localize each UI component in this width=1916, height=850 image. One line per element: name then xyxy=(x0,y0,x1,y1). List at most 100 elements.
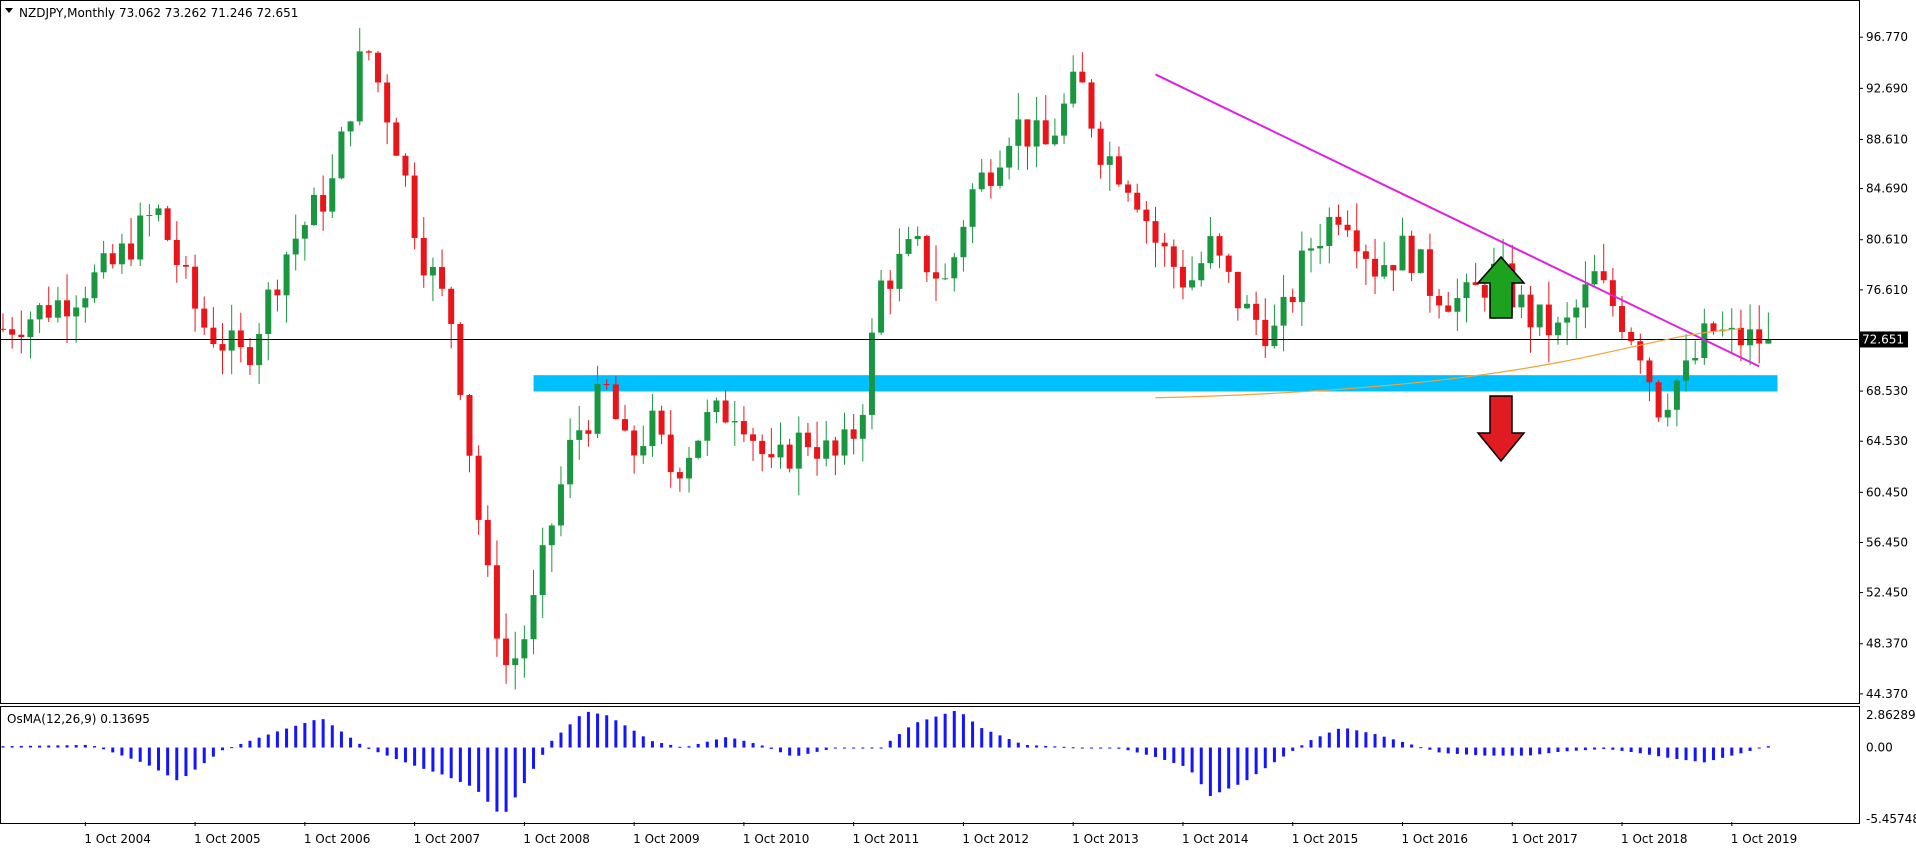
osma-bar xyxy=(156,747,160,771)
main-pane-frame xyxy=(0,0,1860,704)
candle-bull xyxy=(36,305,43,320)
osma-bar xyxy=(1254,747,1258,775)
osma-bar xyxy=(102,747,106,750)
candle-bull xyxy=(539,545,546,596)
osma-bar xyxy=(1455,747,1459,754)
osma-bar xyxy=(1117,747,1121,749)
symbol-label: NZDJPY,Monthly xyxy=(19,6,115,20)
candle-bull xyxy=(713,400,720,413)
osma-bar xyxy=(1547,747,1551,754)
candle-bull xyxy=(1518,294,1525,308)
osma-bar xyxy=(678,746,682,748)
candle-bull xyxy=(1582,284,1589,308)
osma-bar xyxy=(230,747,234,749)
candle-bull xyxy=(530,595,537,640)
candle-bear xyxy=(219,344,226,351)
candle-bull xyxy=(1463,282,1470,299)
candle-bear xyxy=(1161,242,1168,247)
candle-bull xyxy=(823,440,830,459)
candle-bull xyxy=(868,332,875,415)
current-price-tag-text: 72.651 xyxy=(1862,332,1904,346)
candle-bear xyxy=(45,305,52,318)
osma-bar xyxy=(74,745,78,748)
osma-bar xyxy=(596,713,600,748)
osma-tick-label: -5.45748 xyxy=(1866,812,1916,826)
candle-bear xyxy=(1125,184,1132,193)
candle-bear xyxy=(658,410,665,435)
time-tick-label: 1 Oct 2010 xyxy=(743,832,810,846)
osma-bar xyxy=(1638,747,1642,754)
candle-bear xyxy=(1143,209,1150,222)
candle-bull xyxy=(777,444,784,458)
osma-bar xyxy=(1492,747,1496,756)
candle-bear xyxy=(466,394,473,456)
candle-bear xyxy=(1353,230,1360,252)
osma-bar xyxy=(1300,745,1304,748)
candle-bull xyxy=(731,421,738,423)
candle-bear xyxy=(676,472,683,479)
candle-bull xyxy=(1536,304,1543,328)
candle-bull xyxy=(1271,325,1278,347)
price-axis: 96.770 92.690 88.610 84.690 80.610 76.610 68.5… xyxy=(1859,30,1908,701)
osma-bar xyxy=(724,737,728,748)
osma-bar xyxy=(1236,747,1240,785)
osma-bar xyxy=(632,730,636,748)
arrow-down-icon xyxy=(1476,395,1526,463)
osma-bar xyxy=(1593,747,1597,750)
osma-bar xyxy=(1410,744,1414,748)
candle-bear xyxy=(1362,251,1369,259)
osma-bar xyxy=(1144,747,1148,755)
candle-bear xyxy=(750,434,757,441)
osma-bar xyxy=(669,744,673,748)
osma-bar xyxy=(1282,747,1286,757)
time-tick-label: 1 Oct 2013 xyxy=(1072,832,1139,846)
current-price-tag-box xyxy=(1860,331,1908,348)
osma-bar xyxy=(92,746,96,748)
osma-bar xyxy=(477,747,481,792)
time-axis: 1 Oct 2004 1 Oct 2005 1 Oct 2006 1 Oct 2007… xyxy=(84,822,1797,846)
candle-bull xyxy=(1554,322,1561,336)
osma-bar xyxy=(467,747,471,786)
osma-bar xyxy=(925,719,929,748)
osma-bar xyxy=(1053,746,1057,748)
candle-bull xyxy=(512,658,519,666)
candle-bull xyxy=(256,333,263,366)
osma-bar xyxy=(870,747,874,749)
osma-bar xyxy=(10,746,14,748)
candle-bull xyxy=(686,457,693,479)
candle-bear xyxy=(667,434,674,473)
candle-bear xyxy=(503,638,510,666)
osma-bar xyxy=(239,743,243,748)
price-tick-label: 84.690 xyxy=(1866,182,1908,196)
osma-bar xyxy=(1437,747,1441,753)
candle-bull xyxy=(1280,296,1287,326)
osma-bar xyxy=(1684,747,1688,761)
osma-bar xyxy=(1309,740,1313,748)
ohlc-label: 73.062 73.262 71.246 72.651 xyxy=(119,6,298,20)
osma-bar xyxy=(1611,747,1615,750)
arrow-up-icon xyxy=(1476,255,1526,319)
osma-bar xyxy=(1007,739,1011,748)
candle-bull xyxy=(54,300,61,318)
candle-bull xyxy=(356,51,363,122)
candle-bull xyxy=(1207,236,1214,264)
candle-bear xyxy=(274,289,281,296)
price-tick-label: 76.610 xyxy=(1866,283,1908,297)
price-tick-label: 92.690 xyxy=(1866,81,1908,95)
candle-bear xyxy=(887,280,894,289)
osma-bar xyxy=(1711,747,1715,761)
osma-bar xyxy=(1382,736,1386,748)
osma-bar xyxy=(1291,747,1295,751)
osma-bar xyxy=(129,747,133,759)
osma-bar xyxy=(1657,747,1661,757)
osma-bar xyxy=(495,747,499,812)
osma-bar xyxy=(1035,745,1039,748)
price-tick-label: 44.370 xyxy=(1866,687,1908,701)
symbol-dropdown-icon[interactable] xyxy=(5,8,13,13)
osma-bar xyxy=(1400,741,1404,748)
osma-bar xyxy=(193,747,197,770)
osma-bar xyxy=(1574,747,1578,751)
candle-bear xyxy=(1426,249,1433,296)
